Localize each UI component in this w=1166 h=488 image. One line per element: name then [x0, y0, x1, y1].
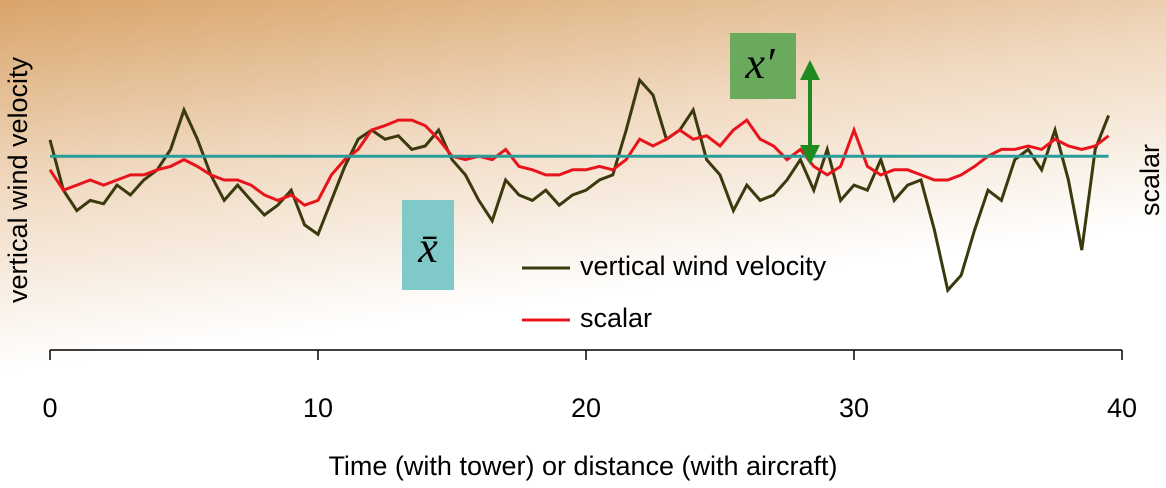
x-tick-label: 30: [839, 393, 869, 423]
x-tick-label: 40: [1107, 393, 1137, 423]
legend-label: scalar: [580, 303, 652, 333]
fluctuation-label: x′: [744, 39, 776, 88]
y2-axis-title: scalar: [1135, 144, 1165, 216]
mean-label: x̄: [417, 223, 438, 272]
y-axis-title: vertical wind velocity: [3, 56, 33, 303]
x-axis-title: Time (with tower) or distance (with airc…: [328, 451, 837, 481]
x-tick-label: 0: [42, 393, 57, 423]
x-tick-label: 20: [571, 393, 601, 423]
legend-label: vertical wind velocity: [580, 251, 827, 281]
page: {"chart_data": {"type": "line", "x_label…: [0, 0, 1166, 488]
chart: vertical wind velocity scalar Time (with…: [0, 0, 1166, 488]
x-tick-label: 10: [303, 393, 333, 423]
